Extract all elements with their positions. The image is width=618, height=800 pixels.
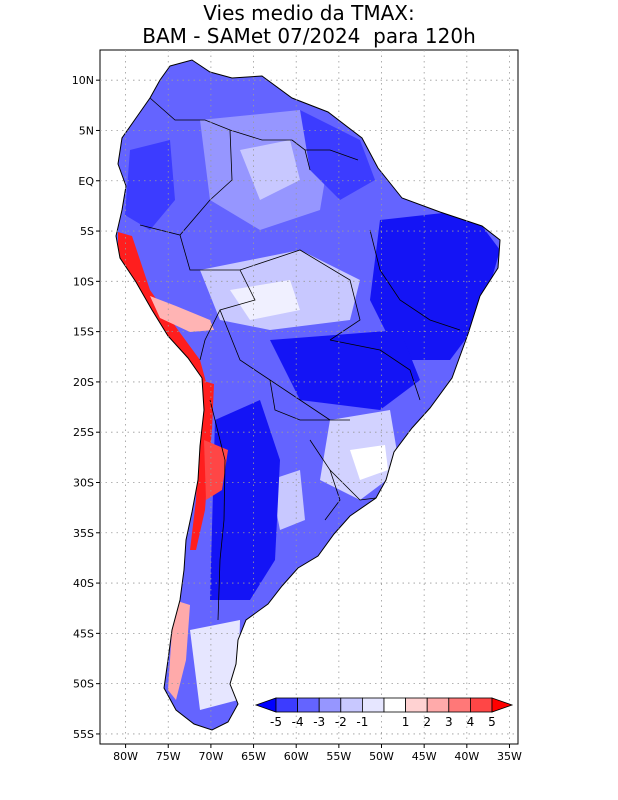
bias-patch: [125, 140, 175, 230]
border-line: [269, 379, 350, 421]
border-line: [179, 234, 256, 361]
bias-patch: [190, 380, 214, 550]
lat-tick-label: 50S: [73, 678, 94, 691]
lon-tick-label: 55W: [326, 750, 351, 763]
gridlines: [100, 50, 518, 744]
colorbar-label: 1: [402, 715, 410, 729]
border-line: [304, 149, 311, 171]
border-line: [329, 469, 377, 501]
colorbar-swatch: [448, 697, 471, 713]
lon-tick-label: 50W: [369, 750, 394, 763]
lat-tick-label: 45S: [73, 627, 94, 640]
lat-tick-label: EQ: [78, 175, 94, 188]
colorbar-swatch: [405, 697, 428, 713]
lat-tick-label: 15S: [73, 326, 94, 339]
bias-patch: [150, 296, 214, 332]
border-line: [239, 249, 361, 341]
colorbar-arrow-high: [491, 697, 514, 713]
colorbar: -5 -4 -3 -2 -1 1 2 3 4 5: [254, 697, 514, 729]
colorbar-swatch: [297, 697, 320, 713]
border-line: [149, 97, 292, 141]
colorbar-swatch: [340, 697, 363, 713]
bias-patch: [230, 280, 300, 320]
colorbar-label: -5: [270, 715, 282, 729]
border-line: [291, 139, 359, 161]
colorbar-swatch: [361, 697, 385, 713]
bias-patch: [370, 210, 500, 360]
lon-tick-label: 60W: [284, 750, 309, 763]
bias-patch: [350, 445, 388, 480]
lon-tick-label: 35W: [497, 750, 522, 763]
colorbar-label: 5: [488, 715, 496, 729]
colorbar-swatch: [469, 697, 493, 713]
colorbar-label: -2: [335, 715, 347, 729]
bias-patch: [270, 330, 420, 410]
colorbar-label: 4: [467, 715, 475, 729]
colorbar-label: -4: [292, 715, 304, 729]
lon-tick-label: 40W: [454, 750, 479, 763]
map-title: Vies medio da TMAX: BAM - SAMet 07/2024 p…: [0, 2, 618, 48]
lat-tick-label: 25S: [73, 426, 94, 439]
border-line: [209, 399, 226, 621]
lat-tick-label: 20S: [73, 376, 94, 389]
colorbar-label: -1: [356, 715, 368, 729]
bias-patch: [204, 440, 228, 500]
colorbar-swatch: [383, 697, 407, 713]
lon-tick-label: 65W: [241, 750, 266, 763]
colorbar-swatch: [426, 697, 450, 713]
bias-patch: [240, 140, 300, 200]
colorbar-swatch: [318, 697, 342, 713]
lat-tick-label: 30S: [73, 476, 94, 489]
border-line: [309, 439, 341, 521]
border-line: [329, 339, 421, 401]
title-line-2: BAM - SAMet 07/2024 para 120h: [142, 24, 476, 48]
lon-tick-label: 80W: [113, 750, 138, 763]
lat-tick-label: 35S: [73, 527, 94, 540]
lat-tick-label: 5S: [80, 225, 94, 238]
latitude-axis: 10N 5N EQ 5S 10S 15S 20S 25S 30S 35S 40S 45S 50S 55S: [72, 74, 100, 741]
lat-tick-label: 40S: [73, 577, 94, 590]
colorbar-label: 2: [423, 715, 431, 729]
bias-patch: [190, 620, 240, 710]
title-line-1: Vies medio da TMAX:: [203, 1, 415, 25]
bias-patch: [300, 110, 375, 200]
lat-tick-label: 10S: [73, 275, 94, 288]
colorbar-swatch: [275, 697, 299, 713]
longitude-axis: 80W 75W 70W 65W 60W 55W 50W 45W 40W 35W: [113, 744, 522, 763]
border-line: [369, 229, 461, 331]
border-line: [139, 129, 233, 236]
country-borders: [139, 97, 461, 621]
lon-tick-label: 45W: [412, 750, 437, 763]
colorbar-label: 3: [445, 715, 453, 729]
lat-tick-label: 55S: [73, 728, 94, 741]
lat-tick-label: 10N: [72, 74, 94, 87]
colorbar-label: -3: [313, 715, 325, 729]
lon-tick-label: 75W: [156, 750, 181, 763]
lat-tick-label: 5N: [79, 124, 94, 137]
lon-tick-label: 70W: [198, 750, 223, 763]
